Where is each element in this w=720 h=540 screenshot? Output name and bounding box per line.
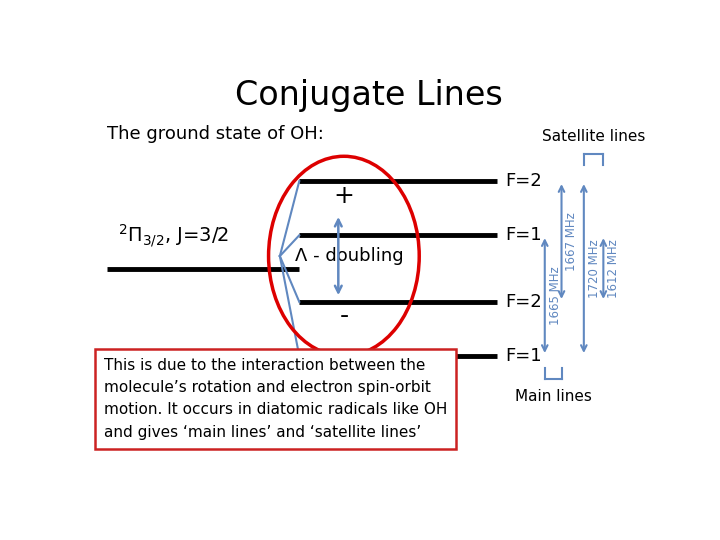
Text: 1720 MHz: 1720 MHz [588, 239, 600, 298]
Text: 1665 MHz: 1665 MHz [549, 266, 562, 325]
Text: Conjugate Lines: Conjugate Lines [235, 79, 503, 112]
Text: 1612 MHz: 1612 MHz [607, 239, 620, 298]
Text: +: + [333, 184, 354, 208]
Text: Satellite lines: Satellite lines [542, 129, 645, 144]
Text: 1667 MHz: 1667 MHz [565, 212, 578, 271]
Text: F=1: F=1 [505, 226, 542, 244]
Text: -: - [339, 304, 348, 328]
Text: F=2: F=2 [505, 293, 542, 311]
Text: F=1: F=1 [505, 347, 542, 365]
Text: F=2: F=2 [505, 172, 542, 190]
Text: $^2\Pi_{3/2}$, J=3/2: $^2\Pi_{3/2}$, J=3/2 [118, 222, 229, 249]
Text: Λ - doubling: Λ - doubling [295, 247, 404, 265]
Text: Main lines: Main lines [515, 389, 592, 404]
Text: This is due to the interaction between the
molecule’s rotation and electron spin: This is due to the interaction between t… [104, 358, 447, 440]
Text: The ground state of OH:: The ground state of OH: [107, 125, 323, 143]
